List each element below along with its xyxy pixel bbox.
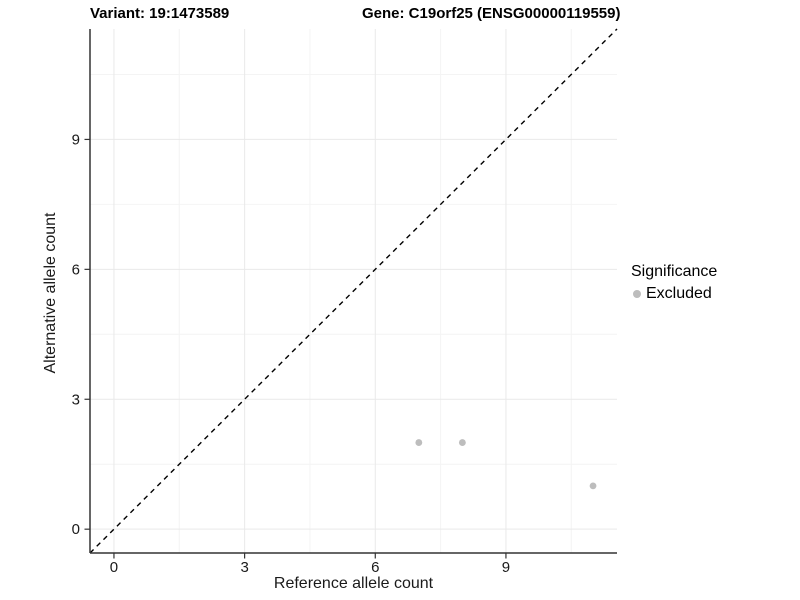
- y-axis-title: Alternative allele count: [42, 212, 59, 374]
- y-tick-label: 9: [72, 131, 80, 148]
- legend-item-label: Excluded: [646, 285, 712, 302]
- y-tick-label: 6: [72, 261, 80, 278]
- identity-line: [89, 28, 618, 554]
- plot-title-variant: Variant: 19:1473589: [90, 5, 230, 22]
- plot-title-gene: Gene: C19orf25 (ENSG00000119559): [362, 5, 621, 22]
- legend-title: Significance: [631, 263, 718, 280]
- x-tick-label: 3: [240, 559, 248, 576]
- scatter-point: [458, 439, 466, 446]
- x-tick-label: 9: [502, 559, 510, 576]
- scatter-point: [589, 482, 597, 490]
- y-tick-label: 0: [72, 521, 80, 538]
- legend-item: Excluded: [633, 285, 717, 303]
- scatter-point: [415, 439, 423, 446]
- x-tick-label: 6: [371, 559, 379, 576]
- legend: Significance Excluded: [631, 263, 717, 303]
- x-tick-label: 0: [110, 559, 118, 576]
- legend-dot-icon: [633, 290, 641, 298]
- y-tick-label: 3: [72, 391, 80, 408]
- x-axis-title: Reference allele count: [273, 575, 434, 592]
